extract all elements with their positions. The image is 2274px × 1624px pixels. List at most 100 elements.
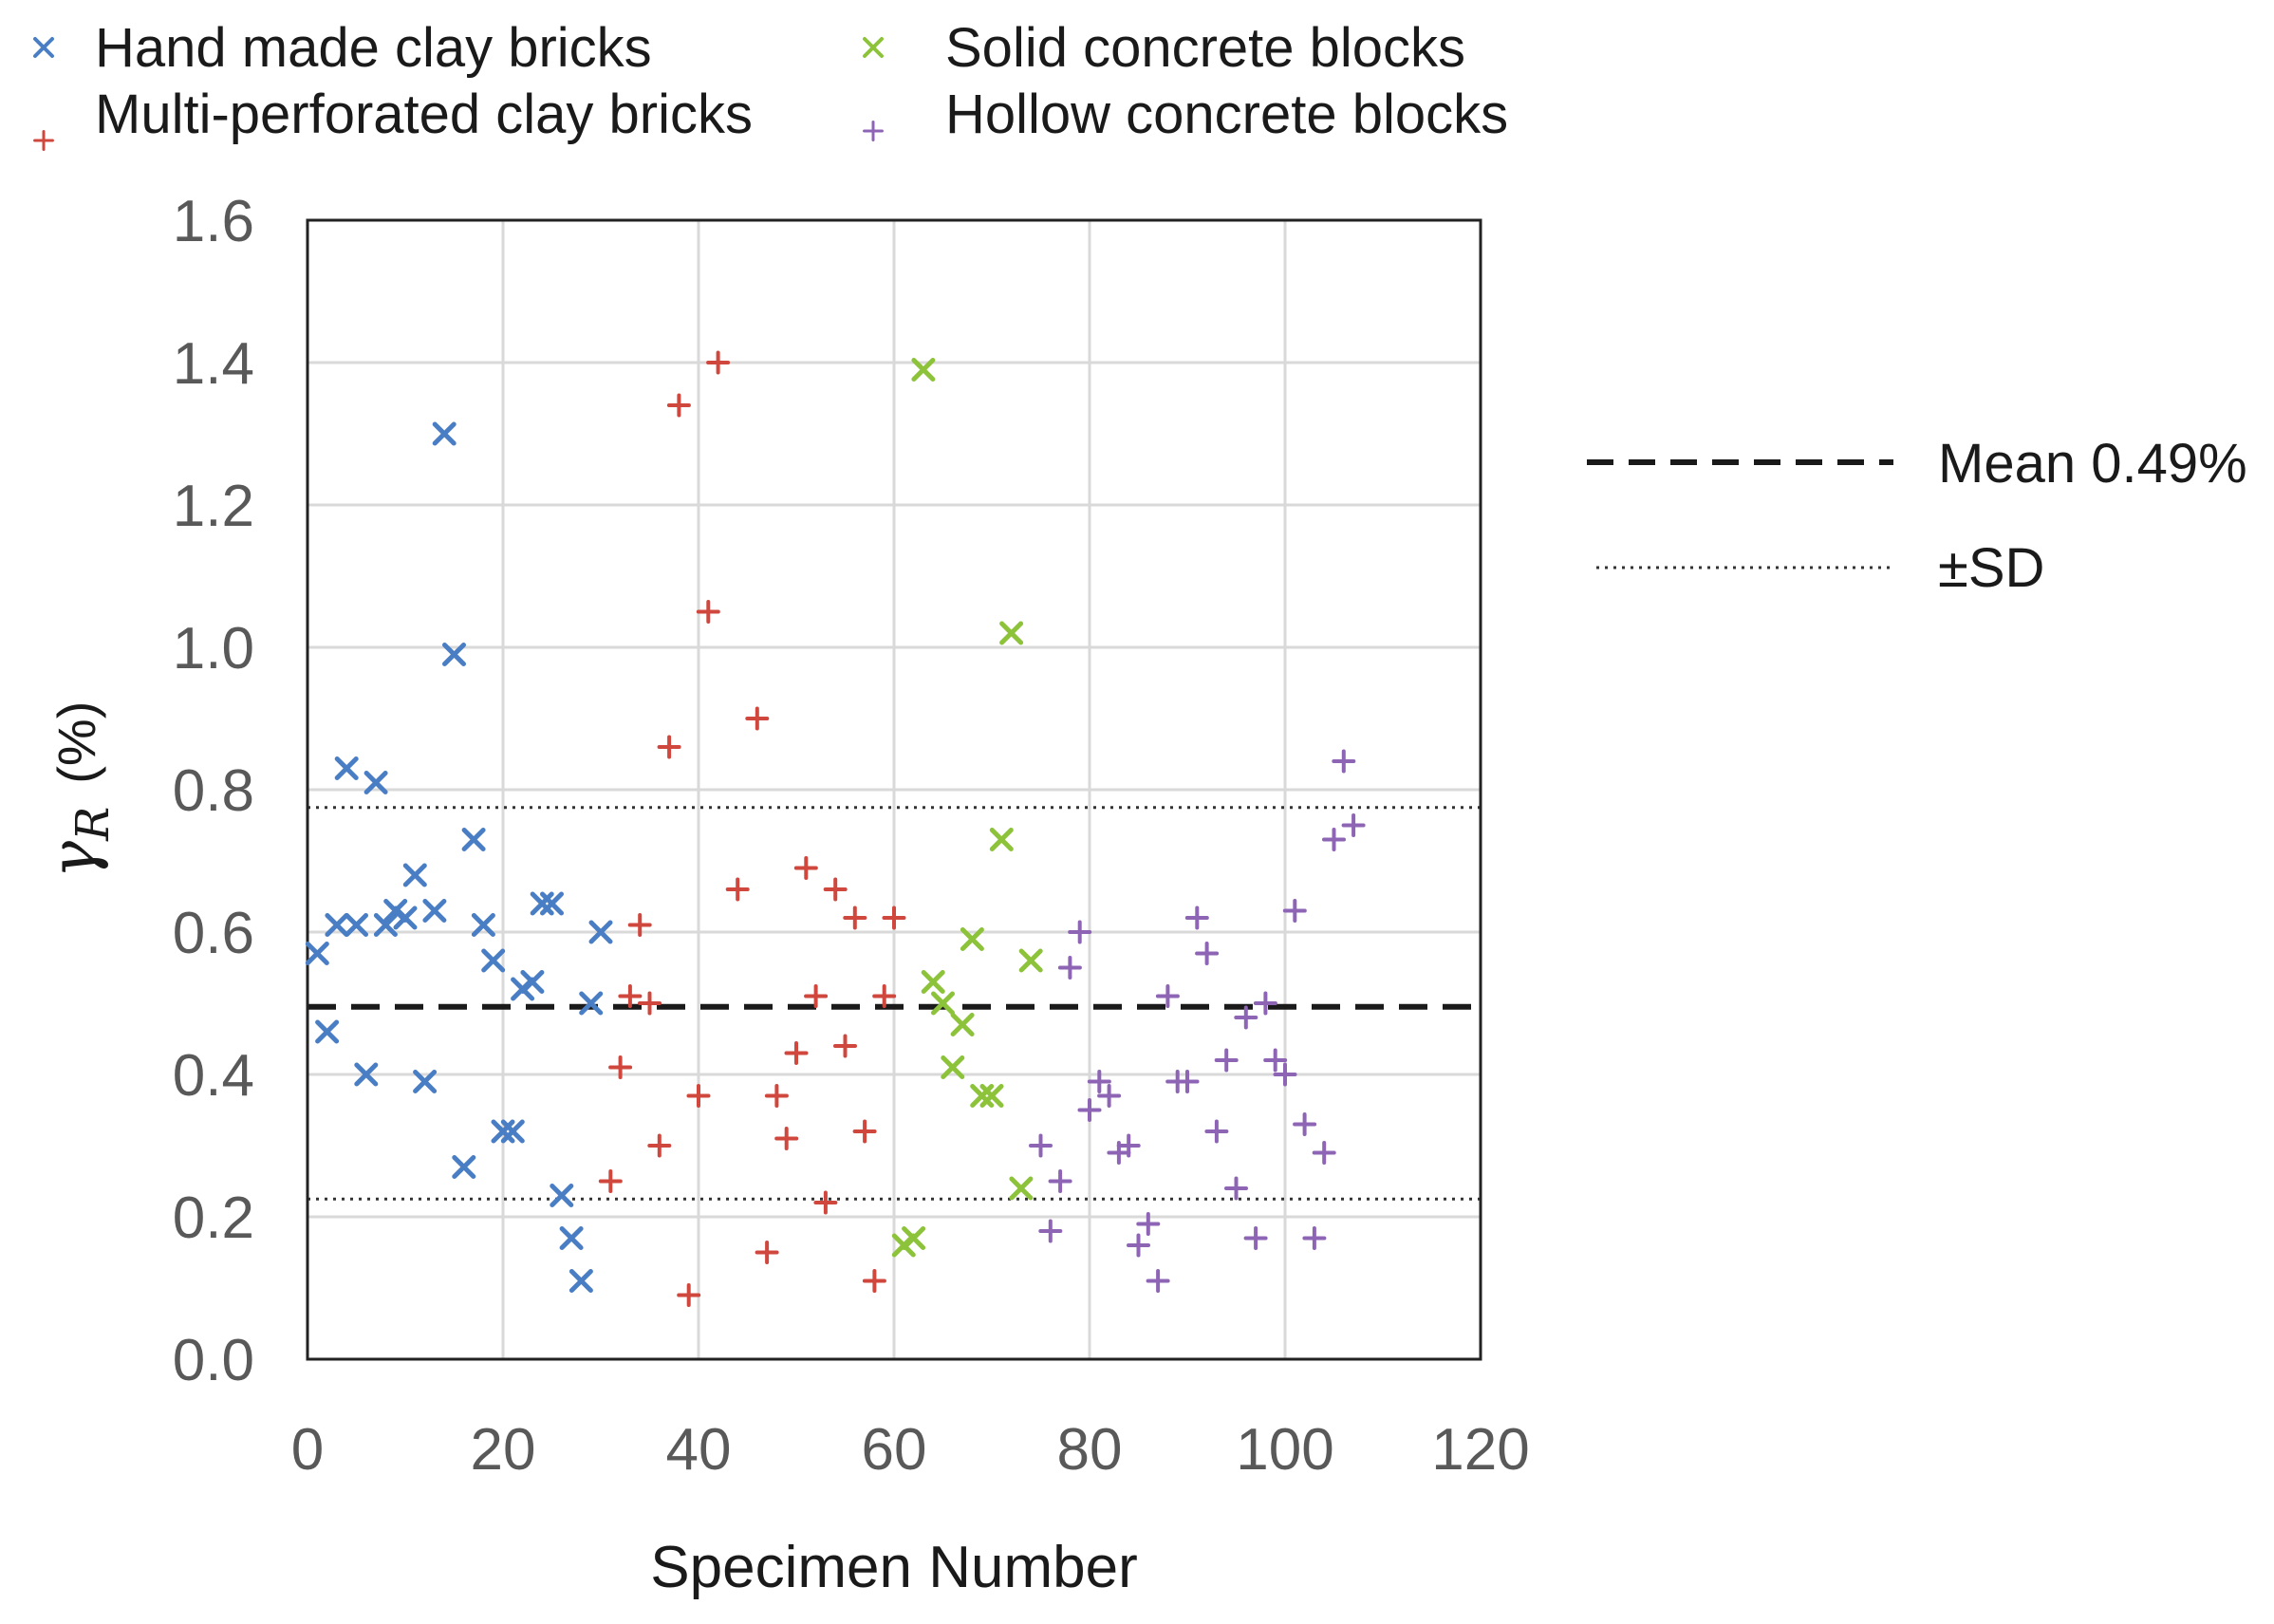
data-point [559, 1226, 584, 1250]
data-point [325, 913, 349, 937]
data-point [1077, 1098, 1102, 1122]
data-point [588, 920, 613, 944]
data-point [921, 970, 945, 994]
legend-label-multi-perforated-clay-bricks: Multi-perforated clay bricks [95, 84, 753, 145]
data-point [755, 1241, 779, 1264]
data-point [1127, 1233, 1150, 1258]
data-point [1341, 813, 1366, 837]
data-point [1087, 1070, 1111, 1093]
data-point [1302, 1226, 1327, 1250]
legend-item-hollow-concrete-blocks: Hollow concrete blocks [863, 84, 1508, 145]
series-legend: Hand made clay bricks Multi-perforated c… [33, 17, 1508, 151]
legend-marker-hand-made-clay-bricks [33, 37, 54, 58]
data-point [550, 1184, 574, 1207]
legend-label-solid-concrete-blocks: Solid concrete blocks [945, 17, 1465, 79]
data-point [686, 1084, 711, 1108]
legend-marker-multi-perforated-clay-bricks [33, 130, 54, 151]
data-point [1136, 1212, 1161, 1236]
data-point [627, 913, 652, 937]
svg-text:γR(%): γR (%) [37, 701, 120, 879]
x-tick-label: 20 [471, 1417, 536, 1483]
data-point [442, 643, 466, 666]
plot-frame [306, 218, 1482, 1361]
data-point [1146, 1269, 1170, 1293]
data-point [1048, 1169, 1072, 1193]
data-point [833, 1034, 857, 1058]
data-point [813, 1190, 838, 1215]
y-tick-label: 1.0 [173, 616, 254, 681]
legend-marker-shape [863, 37, 884, 58]
x-tick-label: 120 [1431, 1417, 1529, 1483]
reference-lines [308, 806, 1481, 1201]
data-point [1038, 1219, 1063, 1243]
data-point [500, 1119, 525, 1144]
legend-item-sd: ±SD [1596, 537, 2044, 599]
data-point [999, 621, 1024, 645]
legend-item-multi-perforated-clay-bricks: Multi-perforated clay bricks [33, 84, 753, 151]
data-point [1263, 1048, 1288, 1073]
y-tick-label: 1.6 [173, 189, 254, 254]
data-point [950, 1013, 975, 1036]
y-tick-label: 0.2 [173, 1185, 254, 1251]
y-tick-label: 0.6 [173, 901, 254, 966]
data-point [354, 1062, 379, 1087]
data-point [1097, 1084, 1122, 1108]
data-point [872, 984, 897, 1008]
series-multi-perforated-clay-bricks [598, 350, 906, 1307]
series-solid-concrete-blocks [891, 358, 1043, 1258]
data-point [1009, 1176, 1034, 1201]
legend-label-mean: Mean 0.49% [1938, 433, 2247, 495]
data-point [618, 984, 643, 1008]
data-point [941, 1055, 965, 1079]
data-point [432, 421, 457, 446]
data-point [1068, 920, 1092, 944]
data-point [706, 350, 731, 375]
y-tick-label: 0.8 [173, 758, 254, 824]
legend-item-solid-concrete-blocks: Solid concrete blocks [863, 17, 1465, 79]
legend-marker-shape [33, 130, 54, 151]
data-point [666, 393, 691, 418]
data-point [608, 1055, 633, 1079]
data-point [784, 1041, 809, 1065]
series-hand-made-clay-bricks [305, 421, 613, 1293]
data-point [1282, 899, 1307, 923]
data-point [422, 899, 447, 923]
data-point [725, 877, 750, 902]
data-point [1175, 1070, 1200, 1093]
legend-label-sd: ±SD [1938, 537, 2044, 599]
data-point [804, 984, 829, 1008]
y-axis-title: γR (%) [37, 701, 120, 879]
data-point [305, 942, 329, 965]
data-point [1273, 1062, 1297, 1087]
y-axis-unit: (%) [47, 701, 106, 784]
x-tick-label: 100 [1236, 1417, 1333, 1483]
x-tick-label: 80 [1057, 1417, 1123, 1483]
data-point [979, 1084, 1004, 1108]
data-point [402, 863, 427, 887]
data-point [373, 913, 398, 937]
data-point [657, 735, 681, 759]
y-tick-label: 0.0 [173, 1328, 254, 1393]
data-point [540, 891, 564, 916]
data-point [520, 970, 545, 994]
data-point [393, 905, 418, 930]
data-point [1018, 948, 1043, 973]
y-tick-label: 0.4 [173, 1043, 254, 1109]
y-tick-labels: 0.0 0.2 0.4 0.6 0.8 1.0 1.2 1.4 1.6 [173, 189, 254, 1393]
data-point [461, 828, 486, 851]
legend-item-mean: Mean 0.49% [1587, 433, 2247, 495]
data-point [1057, 956, 1082, 980]
data-point [1184, 905, 1209, 930]
x-tick-labels: 0 20 40 60 80 100 120 [291, 1417, 1530, 1483]
data-point [774, 1127, 799, 1150]
data-point [638, 991, 662, 1016]
data-point [1253, 991, 1277, 1016]
data-point [764, 1084, 789, 1108]
data-point [1332, 749, 1356, 774]
data-point [960, 927, 984, 951]
data-point [363, 771, 388, 794]
data-point [1312, 1141, 1336, 1165]
data-point [1224, 1176, 1248, 1201]
x-tick-label: 0 [291, 1417, 324, 1483]
